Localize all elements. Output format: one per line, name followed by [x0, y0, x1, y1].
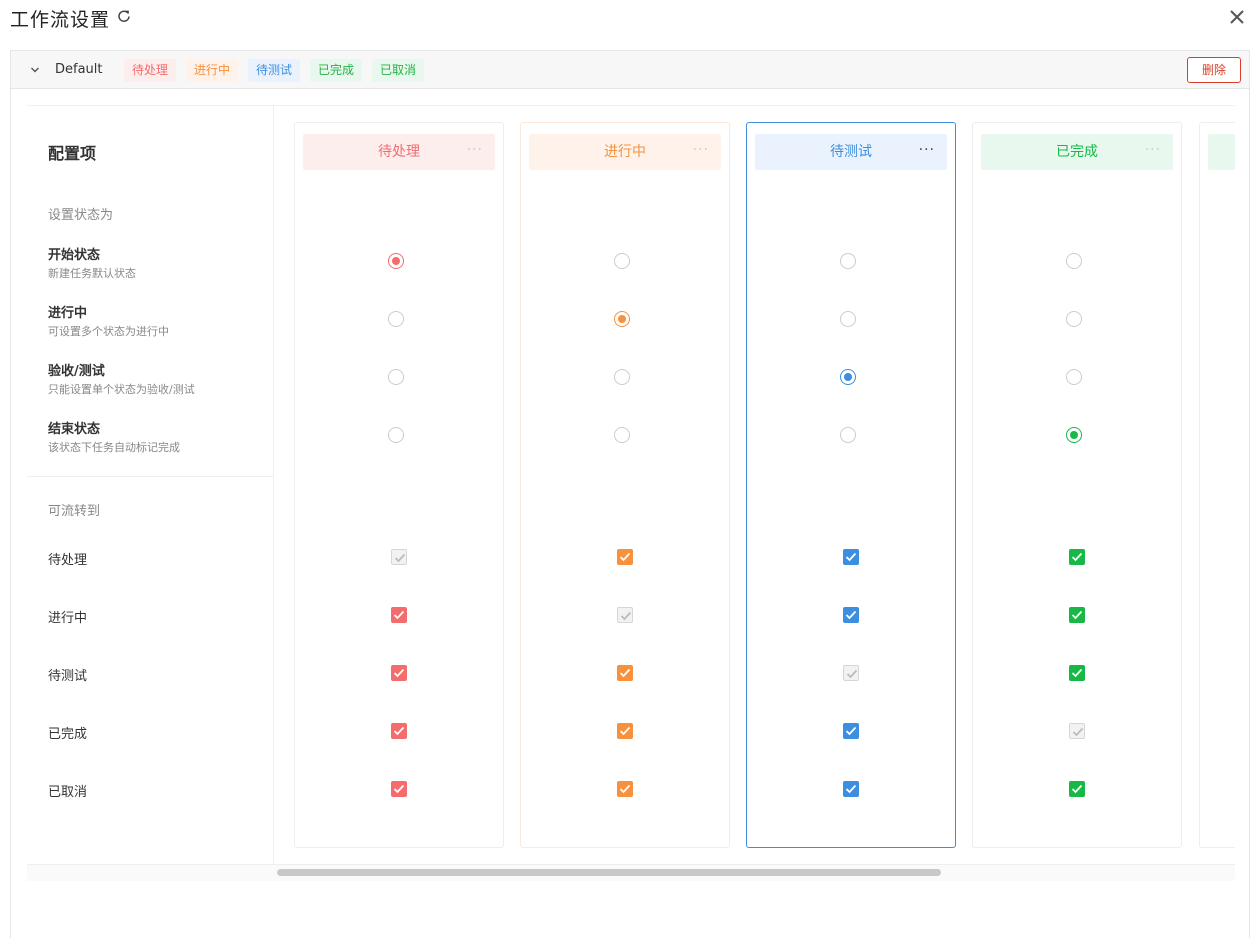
state-radio[interactable] [614, 369, 630, 385]
workflow-panel: Default 待处理 进行中 待测试 已完成 已取消 删除 配置项 设置状态为… [10, 50, 1250, 938]
state-radio[interactable] [388, 427, 404, 443]
state-radio[interactable] [1066, 311, 1082, 327]
transition-checkbox[interactable] [391, 665, 407, 681]
transition-checkbox [391, 549, 407, 565]
transition-checkbox [1069, 723, 1085, 739]
more-options-icon[interactable]: ··· [918, 142, 935, 158]
state-radio[interactable] [840, 369, 856, 385]
status-tag-cancelled: 已取消 [372, 59, 425, 82]
status-card: 待处理 ··· [294, 122, 504, 848]
transition-checkbox[interactable] [843, 723, 859, 739]
state-radio[interactable] [1066, 253, 1082, 269]
transition-checkbox [843, 665, 859, 681]
status-card: 已完成 ··· [972, 122, 1182, 848]
workflow-name: Default [55, 62, 103, 77]
state-row-desc: 可设置多个状态为进行中 [48, 325, 169, 338]
status-card: 进行中 ··· [520, 122, 730, 848]
transition-checkbox[interactable] [617, 781, 633, 797]
transition-row-label: 待处理 [48, 553, 88, 568]
status-card-name: 待处理 [378, 144, 420, 160]
config-header: 配置项 [48, 144, 97, 163]
transition-checkbox[interactable] [843, 549, 859, 565]
config-column: 配置项 设置状态为 开始状态 新建任务默认状态 进行中 可设置多个状态为进行中 … [27, 106, 274, 880]
status-card-header: 待处理 ··· [303, 134, 495, 170]
status-tag-done: 已完成 [310, 59, 363, 82]
transition-row-label: 已取消 [48, 785, 88, 800]
status-card-name: 待测试 [830, 144, 872, 160]
state-radio[interactable] [388, 311, 404, 327]
status-card: 待测试 ··· [746, 122, 956, 848]
transition-label: 可流转到 [48, 504, 101, 519]
section-divider [27, 476, 274, 477]
status-card-name: 进行中 [604, 144, 646, 160]
state-radio[interactable] [388, 369, 404, 385]
transition-checkbox[interactable] [1069, 665, 1085, 681]
transition-checkbox[interactable] [617, 723, 633, 739]
dialog-header: 工作流设置 [0, 0, 1255, 40]
transition-checkbox[interactable] [391, 781, 407, 797]
state-radio[interactable] [840, 253, 856, 269]
status-card-header: 进行中 ··· [529, 134, 721, 170]
close-icon[interactable] [1229, 9, 1245, 25]
state-radio[interactable] [840, 427, 856, 443]
more-options-icon[interactable]: ··· [1144, 142, 1161, 158]
state-radio[interactable] [1066, 369, 1082, 385]
state-radio[interactable] [614, 427, 630, 443]
transition-checkbox [617, 607, 633, 623]
status-tag-in-progress: 进行中 [186, 59, 239, 82]
status-tag-pending: 待处理 [124, 59, 177, 82]
status-columns: 待处理 ··· 进行中 ··· 待测试 ··· 已完成 ··· [274, 106, 1235, 880]
set-state-label: 设置状态为 [48, 208, 114, 223]
status-card-header: 已完成 ··· [981, 134, 1173, 170]
transition-row-label: 已完成 [48, 727, 88, 742]
state-radio[interactable] [614, 311, 630, 327]
transition-row-label: 进行中 [48, 611, 88, 626]
dialog-title: 工作流设置 [10, 9, 111, 31]
state-radio[interactable] [388, 253, 404, 269]
transition-checkbox[interactable] [391, 723, 407, 739]
workflow-grid: 配置项 设置状态为 开始状态 新建任务默认状态 进行中 可设置多个状态为进行中 … [27, 105, 1235, 881]
transition-checkbox[interactable] [617, 549, 633, 565]
status-card-name: 已完成 [1056, 144, 1098, 160]
transition-checkbox[interactable] [843, 607, 859, 623]
status-card-partial [1199, 122, 1235, 848]
state-row-title: 开始状态 [48, 248, 101, 263]
state-row-desc: 新建任务默认状态 [48, 267, 136, 280]
chevron-down-icon[interactable] [29, 64, 41, 76]
state-row-desc: 只能设置单个状态为验收/测试 [48, 383, 195, 396]
state-radio[interactable] [840, 311, 856, 327]
refresh-icon[interactable] [117, 9, 131, 23]
state-radio[interactable] [614, 253, 630, 269]
transition-checkbox[interactable] [391, 607, 407, 623]
state-radio[interactable] [1066, 427, 1082, 443]
scrollbar-thumb[interactable] [277, 869, 941, 876]
more-options-icon[interactable]: ··· [692, 142, 709, 158]
transition-checkbox[interactable] [1069, 549, 1085, 565]
state-row-desc: 该状态下任务自动标记完成 [48, 441, 180, 454]
delete-button[interactable]: 删除 [1187, 57, 1241, 83]
workflow-panel-header[interactable]: Default 待处理 进行中 待测试 已完成 已取消 删除 [11, 51, 1249, 89]
status-card-header: 待测试 ··· [755, 134, 947, 170]
transition-checkbox[interactable] [1069, 607, 1085, 623]
more-options-icon[interactable]: ··· [466, 142, 483, 158]
state-row-title: 结束状态 [48, 422, 101, 437]
status-card-header [1208, 134, 1235, 170]
transition-checkbox[interactable] [1069, 781, 1085, 797]
transition-checkbox[interactable] [617, 665, 633, 681]
transition-row-label: 待测试 [48, 669, 88, 684]
state-row-title: 进行中 [48, 306, 88, 321]
horizontal-scrollbar[interactable] [27, 864, 1235, 881]
state-row-title: 验收/测试 [48, 364, 105, 379]
status-tag-testing: 待测试 [248, 59, 301, 82]
transition-checkbox[interactable] [843, 781, 859, 797]
